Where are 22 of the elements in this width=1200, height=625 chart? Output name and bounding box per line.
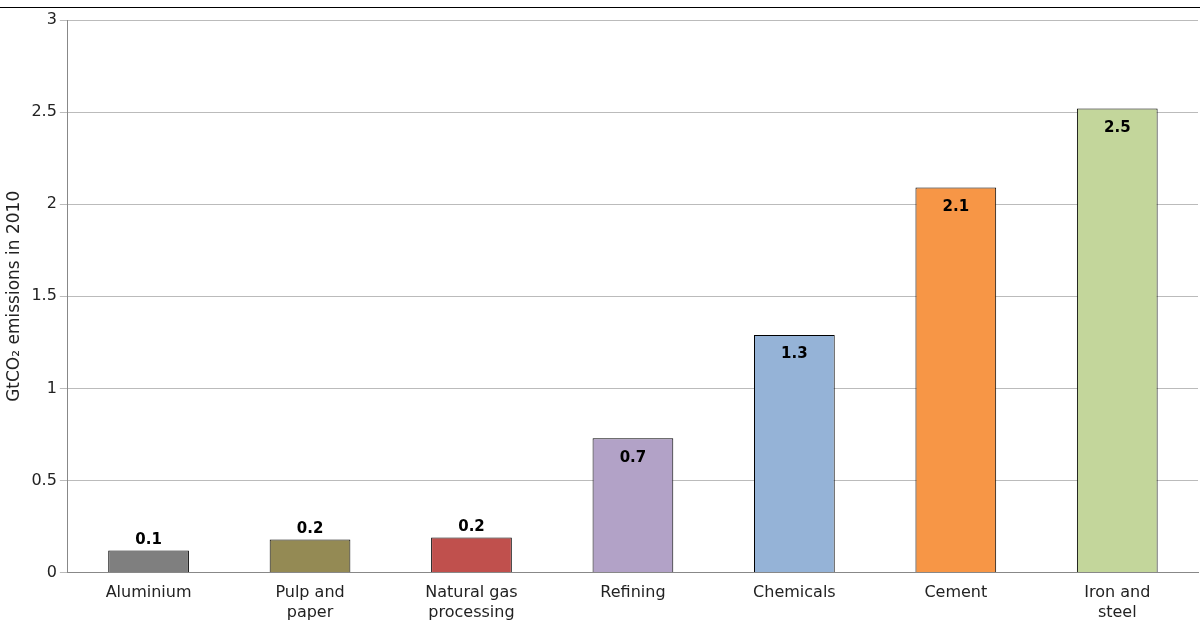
x-tick-label: Refining xyxy=(600,582,666,602)
x-tick-label: Natural gas processing xyxy=(425,582,518,621)
y-axis-title: GtCO₂ emissions in 2010 xyxy=(2,190,23,402)
x-tick-label: Pulp and paper xyxy=(275,582,345,621)
data-label: 2.1 xyxy=(942,197,970,216)
y-tick-label: 2 xyxy=(46,193,57,213)
y-tick-label: 2.5 xyxy=(31,101,57,121)
data-label: 1.3 xyxy=(781,344,808,363)
y-tick-label: 3 xyxy=(46,9,57,29)
data-label: 2.5 xyxy=(1103,117,1131,136)
data-label: 0.2 xyxy=(458,516,485,535)
y-tick-label: 0 xyxy=(46,561,57,581)
x-tick-label: Cement xyxy=(924,582,988,602)
data-label: 0.2 xyxy=(296,518,324,537)
x-tick-label: Iron and steel xyxy=(1084,582,1151,621)
y-tick-label: 1.5 xyxy=(31,285,57,305)
data-label: 0.1 xyxy=(135,529,162,548)
x-tick-label: Aluminium xyxy=(105,582,192,602)
y-tick-label: 1 xyxy=(46,377,57,397)
y-tick-label: 0.5 xyxy=(31,469,57,489)
data-label: 0.7 xyxy=(619,447,647,466)
x-tick-label: Chemicals xyxy=(753,582,836,602)
